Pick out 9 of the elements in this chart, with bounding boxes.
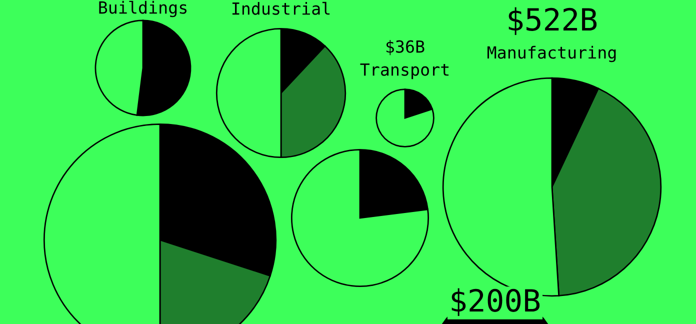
pie-slice — [290, 148, 430, 288]
chart-title: Buildings — [99, 0, 187, 18]
chart-title: $200B — [452, 288, 540, 316]
pie-slice — [376, 88, 434, 148]
chart-title: Industrial — [232, 2, 330, 15]
chart-title: $522B — [508, 7, 597, 36]
chart-subtitle: Transport — [360, 63, 449, 80]
chart-subtitle: Manufacturing — [487, 46, 616, 62]
chart-title: $36B — [386, 40, 424, 56]
